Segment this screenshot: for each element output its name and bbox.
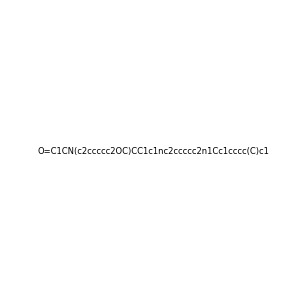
- Text: O=C1CN(c2ccccc2OC)CC1c1nc2ccccc2n1Cc1cccc(C)c1: O=C1CN(c2ccccc2OC)CC1c1nc2ccccc2n1Cc1ccc…: [38, 147, 270, 156]
